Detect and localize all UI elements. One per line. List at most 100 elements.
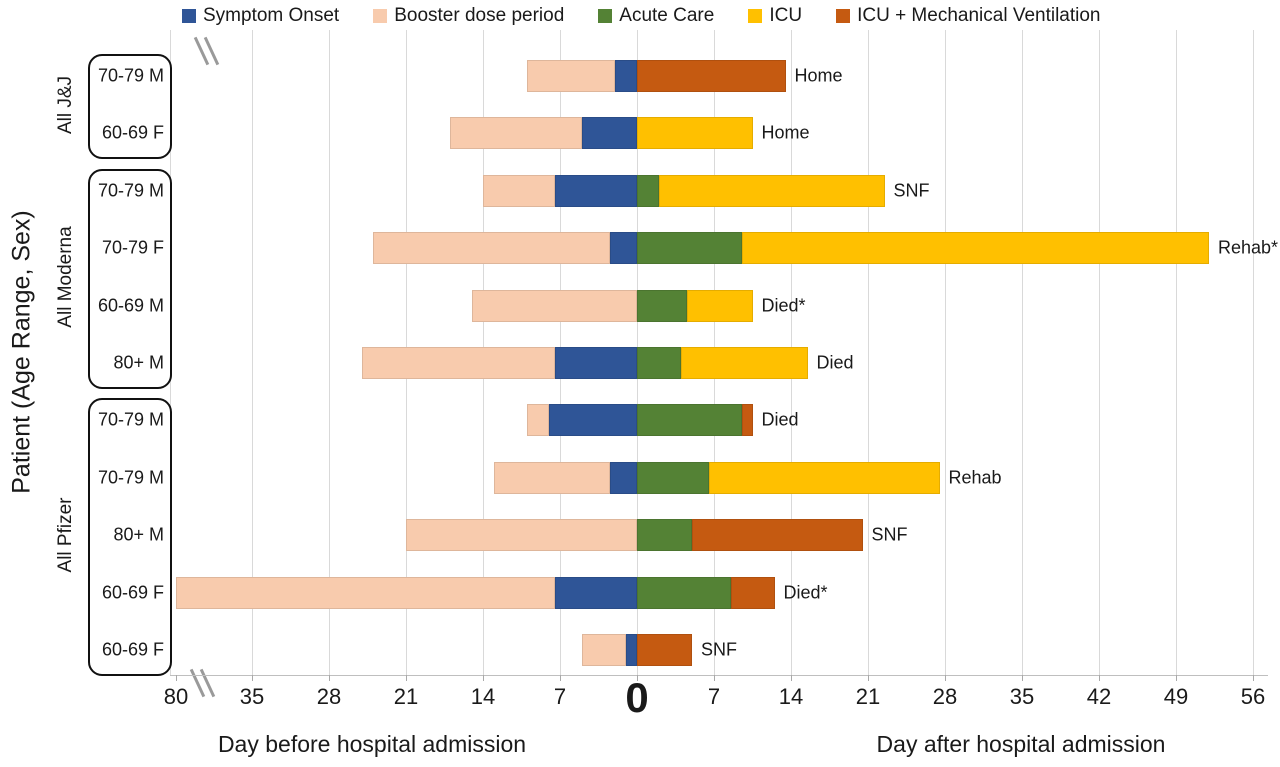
legend-item: Booster dose period [373,5,564,27]
gridline [1253,30,1254,675]
tick-label: 49 [1163,684,1189,709]
group-box [88,168,172,389]
bar-segment-symptom [554,576,637,609]
tick-label: 7 [553,684,567,709]
outcome-label: SNF [871,524,908,545]
bar-segment-symptom [549,404,637,437]
patient-label: 70-79 F [101,237,164,258]
bar-segment-icu_mv [692,519,863,552]
group-box [88,398,172,676]
x-axis-title-after: Day after hospital admission [876,731,1166,757]
bar-segment-booster [582,634,626,666]
legend-item: Acute Care [598,5,714,27]
patient-label: 60-69 F [101,122,164,143]
bar-segment-symptom [609,232,637,265]
patient-label: 70-79 M [97,467,164,488]
legend-label: ICU [769,5,803,26]
axis-tick [1176,675,1177,681]
bar-segment-icu [681,347,808,379]
legend-item: ICU [748,5,802,27]
bar-segment-acute [637,289,687,322]
bar-segment-icu_mv [730,576,775,609]
legend-label: Booster dose period [394,5,565,26]
bar-segment-acute [637,519,692,552]
patient-label: 80+ M [113,524,164,545]
tick-label: 28 [932,684,958,709]
bar-segment-booster [362,347,555,379]
bar-segment-booster [483,174,555,207]
bar-segment-symptom [609,461,637,494]
bar-segment-icu_mv [741,404,753,437]
gridline [945,30,946,675]
outcome-label: Rehab* [1218,237,1279,258]
gridline [1176,30,1177,675]
tick-label: 7 [707,684,721,709]
patient-label: 60-69 F [101,582,164,603]
bar-segment-booster [472,289,637,322]
axis-tick [868,675,869,681]
group-label: All Pfizer [55,497,76,573]
patient-label: 60-69 M [97,295,164,316]
icu-swatch [748,9,763,23]
zero-tick-label: 0 [625,674,649,721]
axis-tick [791,675,792,681]
booster-swatch [373,9,388,23]
icu_mv-swatch [836,9,851,23]
bar-segment-booster [176,576,555,609]
group-box [88,54,172,160]
legend: Symptom Onset Booster dose period Acute Ca… [182,2,1101,30]
gridline [868,30,869,675]
bar-segment-symptom [615,60,637,92]
axis-tick [714,675,715,681]
bar-segment-booster [373,232,610,265]
group-label: All Moderna [55,226,76,328]
bar-segment-acute [637,404,742,437]
patient-label: 80+ M [113,352,164,373]
acute-swatch [598,9,613,23]
axis-tick [1022,675,1023,681]
tick-label: 35 [1009,684,1035,709]
axis-tick [560,675,561,681]
legend-label: Symptom Onset [203,5,340,26]
bar-segment-booster [527,60,615,92]
gridline [329,30,330,675]
outcome-label: SNF [701,639,737,660]
gridline [252,30,253,675]
tick-label: 14 [778,684,804,709]
tick-label: 21 [393,684,419,709]
outcome-label: Home [761,122,810,143]
axis-tick [329,675,330,681]
legend-label: Acute Care [619,5,715,26]
bar-segment-symptom [554,347,637,379]
bar-segment-icu [637,117,753,150]
axis-tick [252,675,253,681]
bar-segment-booster [450,117,582,150]
bar-segment-acute [637,174,659,207]
bar-segment-acute [637,461,709,494]
bar-segment-icu [686,289,753,322]
tick-label: 14 [470,684,496,709]
bar-segment-icu_mv [637,634,692,666]
axis-tick [483,675,484,681]
axis-tick [406,675,407,681]
outcome-label: Rehab [948,467,1002,488]
patient-label: 70-79 M [97,180,164,201]
group-label: All J&J [55,75,76,134]
outcome-label: SNF [893,180,930,201]
bar-segment-icu [659,174,885,207]
tick-label: 21 [855,684,881,709]
bar-segment-icu [708,461,940,494]
bar-segment-acute [637,576,731,609]
legend-item: Symptom Onset [182,5,339,27]
bar-segment-acute [637,347,681,379]
patient-label: 70-79 M [97,409,164,430]
tick-label: 35 [239,684,265,709]
legend-item: ICU + Mechanical Ventilation [836,5,1101,27]
axis-tick [1253,675,1254,681]
bar-segment-symptom [582,117,637,150]
axis-tick [176,675,177,681]
axis-tick [945,675,946,681]
outcome-label: Died* [761,295,806,316]
y-axis-title: Patient (Age Range, Sex) [7,210,36,494]
bar-segment-symptom [626,634,637,666]
